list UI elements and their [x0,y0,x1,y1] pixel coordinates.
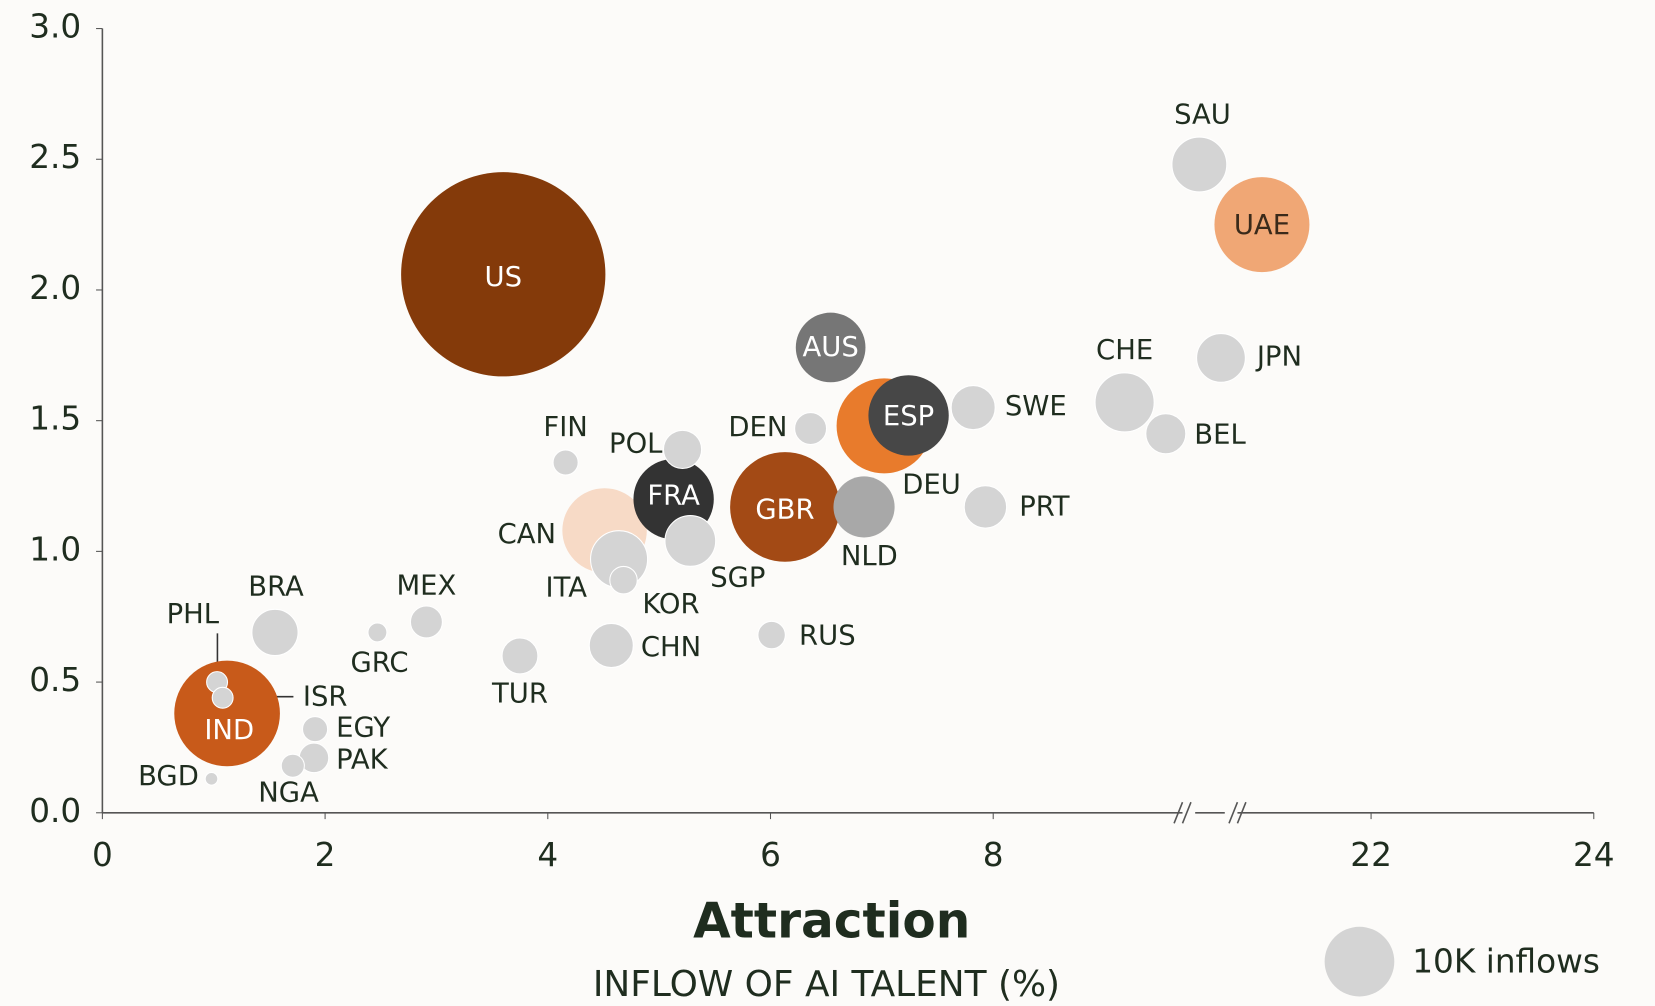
axis-break [1181,801,1192,824]
bubble-label: EGY [336,713,390,744]
bubble-label: GBR [755,495,814,526]
bubble [367,622,388,643]
bubble [609,565,638,595]
bubble-label: PAK [336,745,389,776]
bubble-label: NLD [841,541,898,572]
bubble-label: CHE [1096,335,1153,366]
bubble [1145,413,1187,455]
bubble [950,385,996,431]
x-tick-label: 22 [1350,836,1392,874]
bubble [833,476,895,538]
bubble-label: BEL [1194,419,1246,450]
bubble-label: ITA [546,572,588,603]
bubble-label: SWE [1005,391,1067,422]
bubble [868,375,949,456]
bubble [174,660,280,767]
bubble-label: JPN [1255,341,1302,372]
bubble-label: DEU [902,470,961,501]
bubble-label: UAE [1234,210,1290,241]
y-tick-label: 3.0 [29,8,81,46]
bubble-label: AUS [802,332,858,363]
x-tick-label: 0 [92,836,113,874]
bubble-label: SGP [710,562,765,593]
bubble-label: ESP [883,401,934,432]
bubble [664,515,717,567]
y-tick-label: 2.5 [29,138,81,176]
bubble-label: TUR [491,678,548,709]
bubble [794,412,828,446]
bubble [204,771,219,786]
bubble [1171,136,1228,193]
bubble [757,620,786,650]
bubble-label: FIN [543,412,587,443]
bubble-label: KOR [642,589,699,620]
bubble-label: RUS [799,621,856,652]
bubble-label: PHL [167,599,220,630]
y-tick-label: 2.0 [29,269,81,307]
bubble [662,429,703,470]
bubble [1214,177,1310,273]
bubble-label: DEN [728,412,787,443]
bubble-label: FRA [647,480,700,511]
bubble [963,485,1008,529]
size-legend-bubble [1324,926,1395,997]
bubble [280,753,305,778]
x-tick-label: 6 [760,836,781,874]
x-axis-title: Attraction [693,894,970,950]
x-tick-label: 4 [537,836,558,874]
axis-break [1236,801,1247,824]
bubbles [174,136,1310,786]
bubble-label: ISR [303,681,348,712]
bubble [1196,333,1246,383]
bubble [795,312,866,383]
bubble [501,637,539,675]
bubble-label: US [485,262,523,293]
bubble-label: MEX [397,571,457,602]
bubble [730,452,840,562]
bubble-label: PRT [1019,491,1070,522]
size-legend-label: 10K inflows [1412,943,1600,981]
bubble [409,605,443,639]
y-tick-label: 1.0 [29,530,81,568]
y-tick-label: 1.5 [29,400,81,438]
bubble-label: GRC [350,648,408,679]
bubble-label: BGD [138,761,199,792]
x-tick-label: 24 [1573,836,1615,874]
bubble-label: POL [609,429,663,460]
axis-break [1173,801,1184,824]
bubble [552,449,579,476]
x-tick-label: 2 [315,836,336,874]
bubble-label: IND [204,715,254,746]
bubble [1094,372,1155,433]
bubble [301,716,329,743]
bubble-label: SAU [1174,99,1231,130]
bubble [401,172,606,377]
axis-break [1228,801,1239,824]
x-tick-label: 8 [983,836,1004,874]
bubble-label: BRA [248,572,304,603]
bubble-label: CHN [641,632,701,663]
bubble [588,622,634,669]
y-tick-label: 0.5 [29,661,81,699]
y-tick-label: 0.0 [29,792,81,830]
bubble [211,686,234,709]
bubble-label: NGA [258,778,319,809]
bubble [251,608,299,657]
bubble-label: CAN [498,519,556,550]
x-axis-subtitle: INFLOW OF AI TALENT (%) [593,964,1060,1005]
